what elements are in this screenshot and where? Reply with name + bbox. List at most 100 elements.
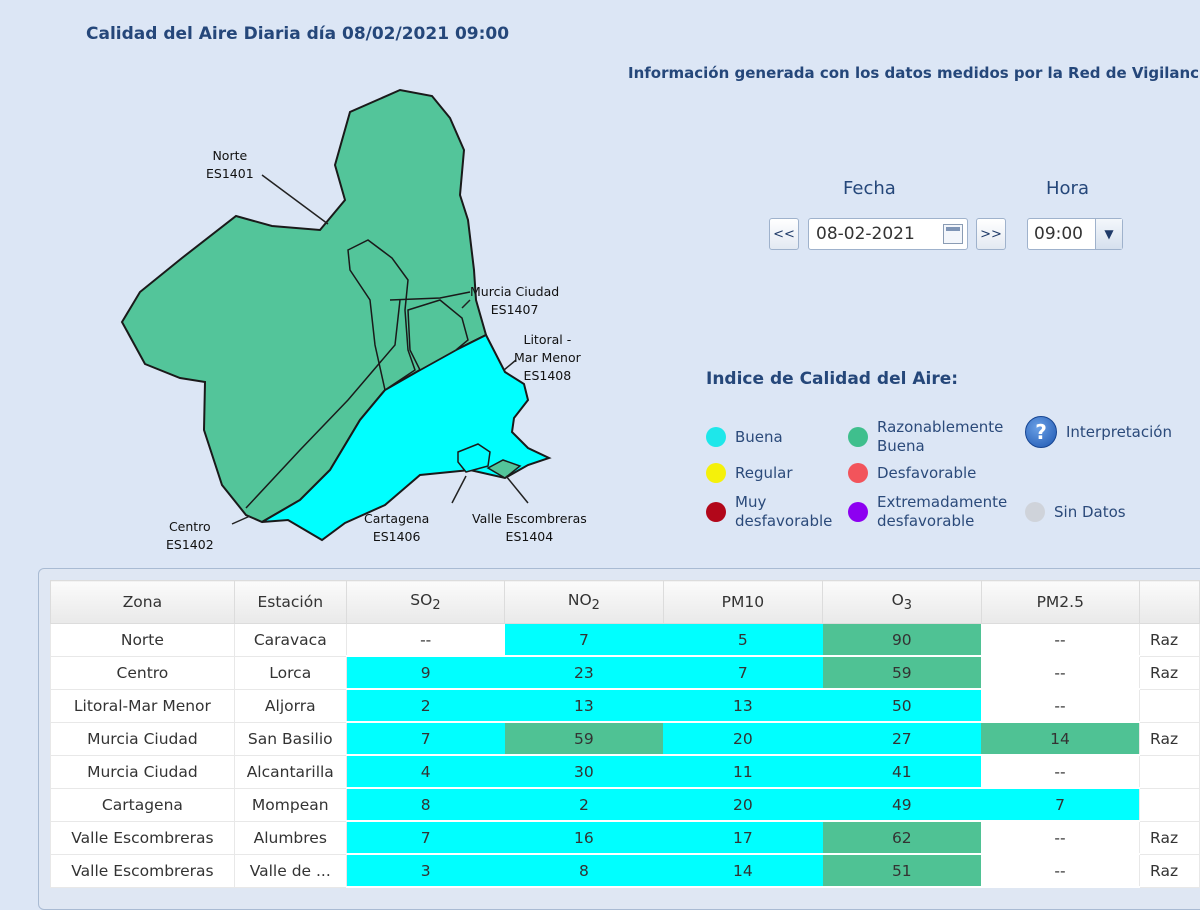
col-header-pm25[interactable]: PM2.5 bbox=[980, 580, 1141, 624]
legend-label: Muy desfavorable bbox=[735, 493, 832, 531]
legend-item-razonablemente-buena: Razonablemente Buena bbox=[848, 418, 1003, 456]
legend-line1: Extremadamente bbox=[877, 493, 1008, 511]
hour-select[interactable]: 09:00 ▼ bbox=[1027, 218, 1123, 250]
cell-indice bbox=[1139, 688, 1200, 723]
cell-pm10: 13 bbox=[663, 689, 823, 723]
cell-pm10: 20 bbox=[663, 722, 823, 756]
color-swatch bbox=[848, 463, 868, 483]
map-label-name: Norte bbox=[212, 148, 248, 163]
table-row[interactable]: Murcia Ciudad San Basilio 7 59 20 27 14 … bbox=[50, 721, 1200, 756]
leader-line-cartagena bbox=[451, 475, 467, 504]
col-header-no2[interactable]: NO2 bbox=[504, 580, 664, 624]
region-murcia-ciudad[interactable] bbox=[347, 239, 416, 392]
cell-indice: Raz bbox=[1139, 853, 1200, 888]
date-input[interactable]: 08-02-2021 bbox=[808, 218, 968, 250]
legend-line1: Muy bbox=[735, 493, 767, 511]
fecha-label: Fecha bbox=[843, 178, 896, 199]
region-main-green[interactable] bbox=[120, 88, 488, 524]
col-header-zona[interactable]: Zona bbox=[50, 580, 235, 624]
table-row[interactable]: Norte Caravaca -- 7 5 90 -- Raz bbox=[50, 623, 1200, 657]
legend-line1: Sin Datos bbox=[1054, 502, 1126, 521]
map-label-name: Centro bbox=[168, 519, 211, 534]
cell-zona: Cartagena bbox=[50, 787, 235, 822]
region-cartagena[interactable] bbox=[457, 443, 491, 473]
legend-line2: desfavorable bbox=[735, 512, 833, 530]
table-row[interactable]: Centro Lorca 9 23 7 59 -- Raz bbox=[50, 655, 1200, 690]
col-header-o3[interactable]: O3 bbox=[822, 580, 982, 624]
leader-line-norte bbox=[261, 174, 329, 225]
col-header-indice[interactable] bbox=[1139, 580, 1200, 624]
header-text: Estación bbox=[257, 593, 324, 611]
region-murcia-inner[interactable] bbox=[407, 299, 469, 372]
map-label-code: ES1404 bbox=[505, 529, 554, 544]
cell-so2: 8 bbox=[346, 788, 505, 822]
color-swatch bbox=[1025, 502, 1045, 522]
cell-so2: 2 bbox=[346, 689, 505, 723]
cell-indice: Raz bbox=[1139, 820, 1200, 855]
legend-item-extremadamente-desfavorable: Extremadamente desfavorable bbox=[848, 493, 1007, 531]
cell-pm25: -- bbox=[981, 623, 1140, 657]
air-quality-map bbox=[120, 88, 552, 542]
interpretacion-link[interactable]: ? Interpretación bbox=[1025, 416, 1172, 448]
cell-indice: Raz bbox=[1139, 721, 1200, 756]
region-litoral[interactable] bbox=[261, 333, 552, 542]
header-subscript: 3 bbox=[903, 598, 913, 614]
map-label-name: Murcia Ciudad bbox=[470, 284, 560, 299]
table-row[interactable]: Valle Escombreras Alumbres 7 16 17 62 --… bbox=[50, 820, 1200, 855]
calendar-icon[interactable] bbox=[943, 224, 963, 244]
legend-item-desfavorable: Desfavorable bbox=[848, 463, 976, 483]
cell-estacion: Valle de ... bbox=[233, 853, 347, 888]
col-header-estacion[interactable]: Estación bbox=[233, 580, 347, 624]
cell-indice: Raz bbox=[1139, 655, 1200, 690]
hour-value: 09:00 bbox=[1034, 224, 1083, 244]
cell-pm25: 7 bbox=[981, 788, 1140, 822]
cell-so2: 7 bbox=[346, 821, 505, 855]
legend-label: Desfavorable bbox=[877, 464, 976, 483]
cell-so2: 7 bbox=[346, 722, 505, 756]
cell-zona: Norte bbox=[50, 623, 235, 657]
region-valle-escombreras[interactable] bbox=[486, 459, 522, 479]
header-text: PM10 bbox=[721, 593, 765, 611]
cell-estacion: Mompean bbox=[233, 787, 347, 822]
color-swatch bbox=[848, 502, 868, 522]
map-label-centro: Centro ES1402 bbox=[166, 518, 214, 554]
table-header-row: Zona Estación SO2 NO2 PM10 O3 PM2.5 bbox=[50, 580, 1200, 624]
cell-no2: 30 bbox=[504, 755, 664, 789]
table-row[interactable]: Murcia Ciudad Alcantarilla 4 30 11 41 -- bbox=[50, 754, 1200, 789]
cell-pm25: -- bbox=[981, 656, 1140, 690]
cell-so2: 4 bbox=[346, 755, 505, 789]
cell-pm10: 14 bbox=[663, 854, 823, 888]
cell-estacion: San Basilio bbox=[233, 721, 347, 756]
cell-zona: Valle Escombreras bbox=[50, 820, 235, 855]
table-row[interactable]: Litoral-Mar Menor Aljorra 2 13 13 50 -- bbox=[50, 688, 1200, 723]
cell-o3: 41 bbox=[822, 755, 982, 789]
cell-no2: 13 bbox=[504, 689, 664, 723]
cell-pm25: -- bbox=[981, 755, 1140, 789]
col-header-pm10[interactable]: PM10 bbox=[662, 580, 824, 624]
cell-pm10: 5 bbox=[663, 623, 823, 657]
cell-zona: Murcia Ciudad bbox=[50, 721, 235, 756]
interpretacion-label[interactable]: Interpretación bbox=[1066, 422, 1172, 441]
col-header-so2[interactable]: SO2 bbox=[345, 580, 506, 624]
prev-date-button[interactable]: << bbox=[769, 218, 799, 250]
cell-so2: -- bbox=[346, 623, 505, 657]
color-swatch bbox=[706, 502, 726, 522]
legend-line2: desfavorable bbox=[877, 512, 975, 530]
cell-no2: 23 bbox=[504, 656, 664, 690]
region-divider-north bbox=[389, 291, 471, 301]
help-icon[interactable]: ? bbox=[1025, 416, 1057, 448]
table-row[interactable]: Cartagena Mompean 8 2 20 49 7 bbox=[50, 787, 1200, 822]
chevron-down-icon[interactable]: ▼ bbox=[1095, 219, 1122, 249]
header-text: O bbox=[891, 590, 904, 609]
legend-item-muy-desfavorable: Muy desfavorable bbox=[706, 493, 832, 531]
table-row[interactable]: Valle Escombreras Valle de ... 3 8 14 51… bbox=[50, 853, 1200, 888]
cell-pm25: 14 bbox=[981, 722, 1140, 756]
legend-item-regular: Regular bbox=[706, 463, 793, 483]
legend-item-sin-datos: Sin Datos bbox=[1025, 502, 1126, 522]
cell-pm25: -- bbox=[981, 689, 1140, 723]
map-label-code: ES1408 bbox=[523, 368, 572, 383]
map-label-cartagena: Cartagena ES1406 bbox=[364, 510, 429, 546]
next-date-button[interactable]: >> bbox=[976, 218, 1006, 250]
leader-line-escombreras bbox=[505, 475, 529, 504]
cell-estacion: Lorca bbox=[233, 655, 347, 690]
